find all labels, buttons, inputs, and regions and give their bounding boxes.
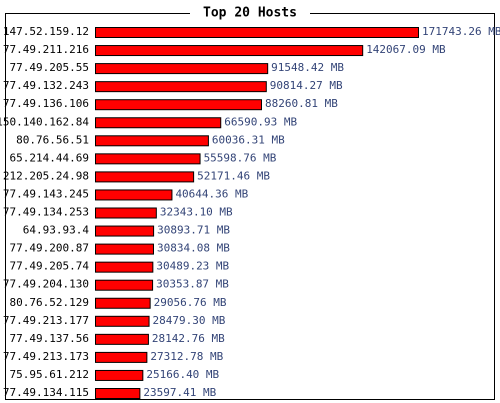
host-label: 77.49.143.245 xyxy=(3,187,89,200)
value-label: 28142.76 MB xyxy=(152,332,225,345)
value-label: 32343.10 MB xyxy=(160,206,233,219)
bar xyxy=(95,388,141,399)
bar xyxy=(95,63,269,75)
host-label: 77.49.205.74 xyxy=(10,260,90,273)
value-label: 25166.40 MB xyxy=(146,368,219,381)
bar xyxy=(95,189,173,201)
value-label: 88260.81 MB xyxy=(265,97,338,110)
bar xyxy=(95,279,154,291)
host-label: 80.76.52.129 xyxy=(10,296,89,309)
bar xyxy=(95,153,201,165)
value-label: 142067.09 MB xyxy=(366,43,446,56)
bar xyxy=(95,315,150,327)
value-label: 30834.08 MB xyxy=(157,242,230,255)
bar xyxy=(95,99,262,111)
host-label: 77.49.213.173 xyxy=(3,350,89,363)
value-label: 29056.76 MB xyxy=(154,296,227,309)
value-label: 40644.36 MB xyxy=(175,187,248,200)
host-label: 77.49.137.56 xyxy=(10,332,89,345)
value-label: 52171.46 MB xyxy=(197,169,270,182)
bar xyxy=(95,117,222,129)
host-label: 147.52.159.12 xyxy=(3,25,89,38)
host-label: 77.49.134.253 xyxy=(3,206,89,219)
value-label: 60036.31 MB xyxy=(212,133,285,146)
value-label: 23597.41 MB xyxy=(143,386,216,399)
value-label: 171743.26 MB xyxy=(422,25,500,38)
bar xyxy=(95,225,155,237)
bar xyxy=(95,171,195,183)
bar xyxy=(95,207,157,219)
value-label: 30489.23 MB xyxy=(156,260,229,273)
value-label: 66590.93 MB xyxy=(224,115,297,128)
bar xyxy=(95,333,149,345)
host-label: 77.49.204.130 xyxy=(3,278,89,291)
bar xyxy=(95,369,144,381)
value-label: 55598.76 MB xyxy=(204,151,277,164)
value-label: 30353.87 MB xyxy=(156,278,229,291)
host-label: 77.49.211.216 xyxy=(3,43,89,56)
value-label: 30893.71 MB xyxy=(157,224,230,237)
value-label: 28479.30 MB xyxy=(153,314,226,327)
bar xyxy=(95,351,148,363)
chart-title: Top 20 Hosts xyxy=(203,6,297,21)
host-label: 77.49.132.243 xyxy=(3,79,89,92)
host-label: 77.49.136.106 xyxy=(3,97,89,110)
host-label: 64.93.93.4 xyxy=(23,224,90,237)
bar xyxy=(95,27,419,38)
value-label: 90814.27 MB xyxy=(270,79,343,92)
host-label: 75.95.61.212 xyxy=(10,368,89,381)
host-label: 77.49.200.87 xyxy=(10,242,89,255)
title-backdrop xyxy=(190,4,310,22)
host-label: 77.49.205.55 xyxy=(10,61,89,74)
bar xyxy=(95,135,209,147)
host-label: 150.140.162.84 xyxy=(0,115,89,128)
bar xyxy=(95,45,364,57)
value-label: 91548.42 MB xyxy=(271,61,344,74)
host-label: 77.49.213.177 xyxy=(3,314,89,327)
host-label: 65.214.44.69 xyxy=(10,151,89,164)
host-label: 212.205.24.98 xyxy=(3,169,89,182)
bar xyxy=(95,243,154,255)
value-label: 27312.78 MB xyxy=(150,350,223,363)
host-label: 77.49.134.115 xyxy=(3,386,89,399)
bar xyxy=(95,261,154,273)
bar xyxy=(95,81,267,93)
host-label: 80.76.56.51 xyxy=(16,133,89,146)
bar xyxy=(95,297,151,309)
